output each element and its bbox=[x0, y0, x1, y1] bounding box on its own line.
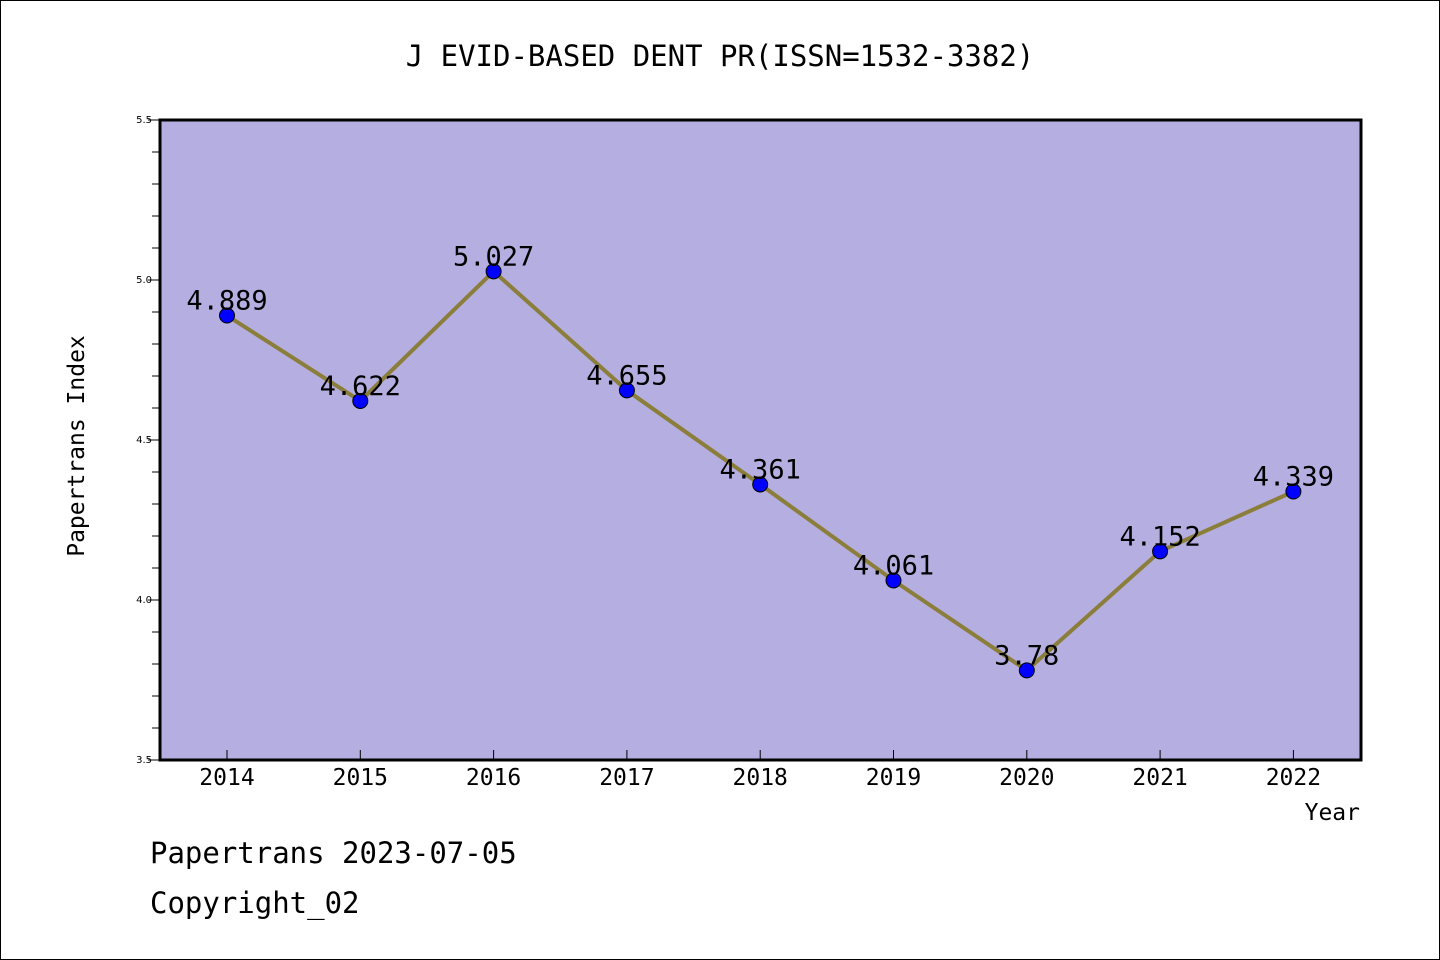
data-label: 5.027 bbox=[453, 241, 534, 272]
plot-area bbox=[158, 118, 1363, 762]
data-point-marker bbox=[485, 263, 502, 280]
x-tick-label: 2014 bbox=[199, 765, 254, 791]
y-axis: 3.5 4.0 4.5 5.0 5.5 bbox=[136, 115, 160, 766]
x-tick-label: 2015 bbox=[333, 765, 388, 791]
data-label: 4.889 bbox=[186, 286, 267, 317]
chart-title: J EVID-BASED DENT PR(ISSN=1532-3382) bbox=[406, 39, 1035, 73]
data-point-marker bbox=[219, 307, 235, 324]
y-tick-label: 5.5 bbox=[136, 115, 152, 126]
x-axis: 2014 2015 2016 2017 2018 2019 2020 2021 2022 bbox=[199, 750, 1321, 791]
data-point-marker bbox=[1018, 662, 1035, 679]
data-label: 3.78 bbox=[994, 640, 1059, 671]
data-point-marker bbox=[618, 382, 635, 399]
data-label: 4.339 bbox=[1253, 462, 1334, 493]
data-point-marker bbox=[1152, 543, 1169, 560]
y-tick-label: 4.5 bbox=[136, 435, 152, 446]
x-tick-label: 2020 bbox=[999, 765, 1054, 791]
y-tick-label: 4.0 bbox=[136, 595, 152, 606]
data-label: 4.152 bbox=[1119, 521, 1200, 552]
x-tick-label: 2016 bbox=[466, 765, 521, 791]
markers-group bbox=[219, 263, 1302, 679]
data-label: 4.361 bbox=[720, 454, 801, 485]
footer-copyright: Copyright_02 bbox=[150, 886, 360, 920]
data-label: 4.655 bbox=[586, 360, 667, 391]
x-axis-label: Year bbox=[1305, 800, 1360, 826]
x-tick-label: 2019 bbox=[866, 765, 921, 791]
y-axis-label: Papertrans Index bbox=[64, 335, 90, 557]
data-point-marker bbox=[752, 476, 769, 493]
y-tick-label: 3.5 bbox=[136, 755, 152, 766]
y-tick-label: 5.0 bbox=[136, 275, 152, 286]
data-point-marker bbox=[1285, 483, 1302, 500]
data-point-marker bbox=[885, 572, 902, 589]
x-tick-label: 2017 bbox=[599, 765, 654, 791]
x-tick-label: 2018 bbox=[733, 765, 788, 791]
data-label: 4.622 bbox=[320, 371, 401, 402]
footer-date: Papertrans 2023-07-05 bbox=[150, 836, 517, 870]
x-tick-label: 2022 bbox=[1266, 765, 1321, 791]
data-label: 4.061 bbox=[853, 550, 934, 581]
data-point-marker bbox=[352, 392, 369, 409]
data-labels-group: 4.889 4.622 5.027 4.655 4.361 4.061 3.78 4.152 4… bbox=[186, 241, 1334, 671]
x-tick-label: 2021 bbox=[1132, 765, 1187, 791]
